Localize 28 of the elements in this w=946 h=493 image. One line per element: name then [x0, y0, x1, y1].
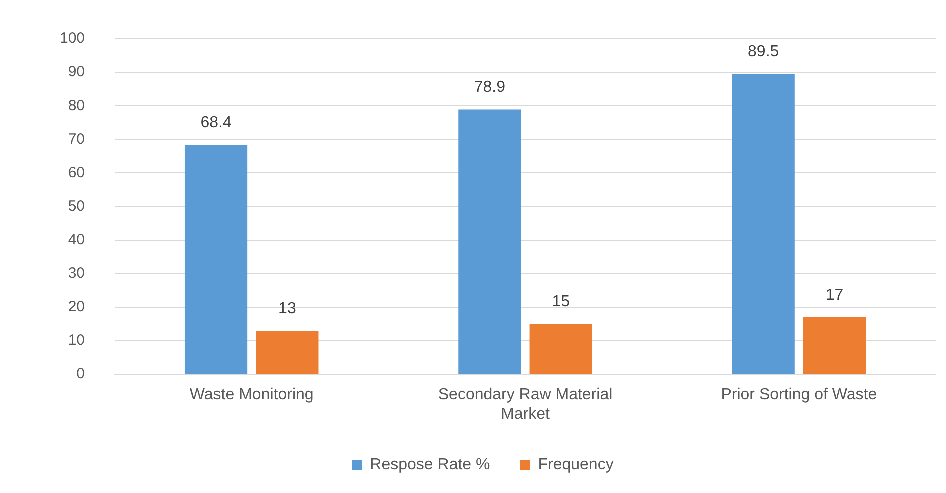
y-tick-label: 0 [76, 366, 86, 383]
x-tick-label: Prior Sorting of Waste [721, 386, 878, 404]
data-label: 17 [826, 286, 844, 304]
bar [530, 324, 592, 374]
y-tick-label: 80 [68, 97, 86, 114]
y-tick-label: 90 [68, 64, 86, 81]
data-label: 78.9 [474, 79, 506, 96]
bar [803, 318, 866, 374]
y-tick-label: 100 [60, 30, 86, 48]
bar [256, 330, 319, 374]
legend-label: Frequency [538, 456, 614, 474]
data-label: 13 [278, 300, 296, 318]
legend-label: Respose Rate % [370, 456, 490, 474]
data-label: 68.4 [200, 114, 232, 132]
y-tick-label: 60 [68, 164, 86, 182]
y-tick-label: 40 [68, 232, 86, 248]
x-tick-label: Waste Monitoring [190, 386, 314, 404]
y-tick-label: 20 [68, 298, 86, 316]
bar [184, 145, 248, 374]
y-tick-label: 70 [68, 130, 86, 148]
x-tick-label: Secondary Raw Material Market [438, 386, 613, 423]
bar [458, 110, 522, 374]
y-tick-label: 50 [68, 198, 86, 215]
y-tick-label: 10 [68, 332, 86, 350]
bar [732, 74, 795, 374]
data-label: 89.5 [748, 44, 780, 61]
data-label: 15 [552, 294, 570, 311]
y-tick-label: 30 [68, 265, 86, 282]
